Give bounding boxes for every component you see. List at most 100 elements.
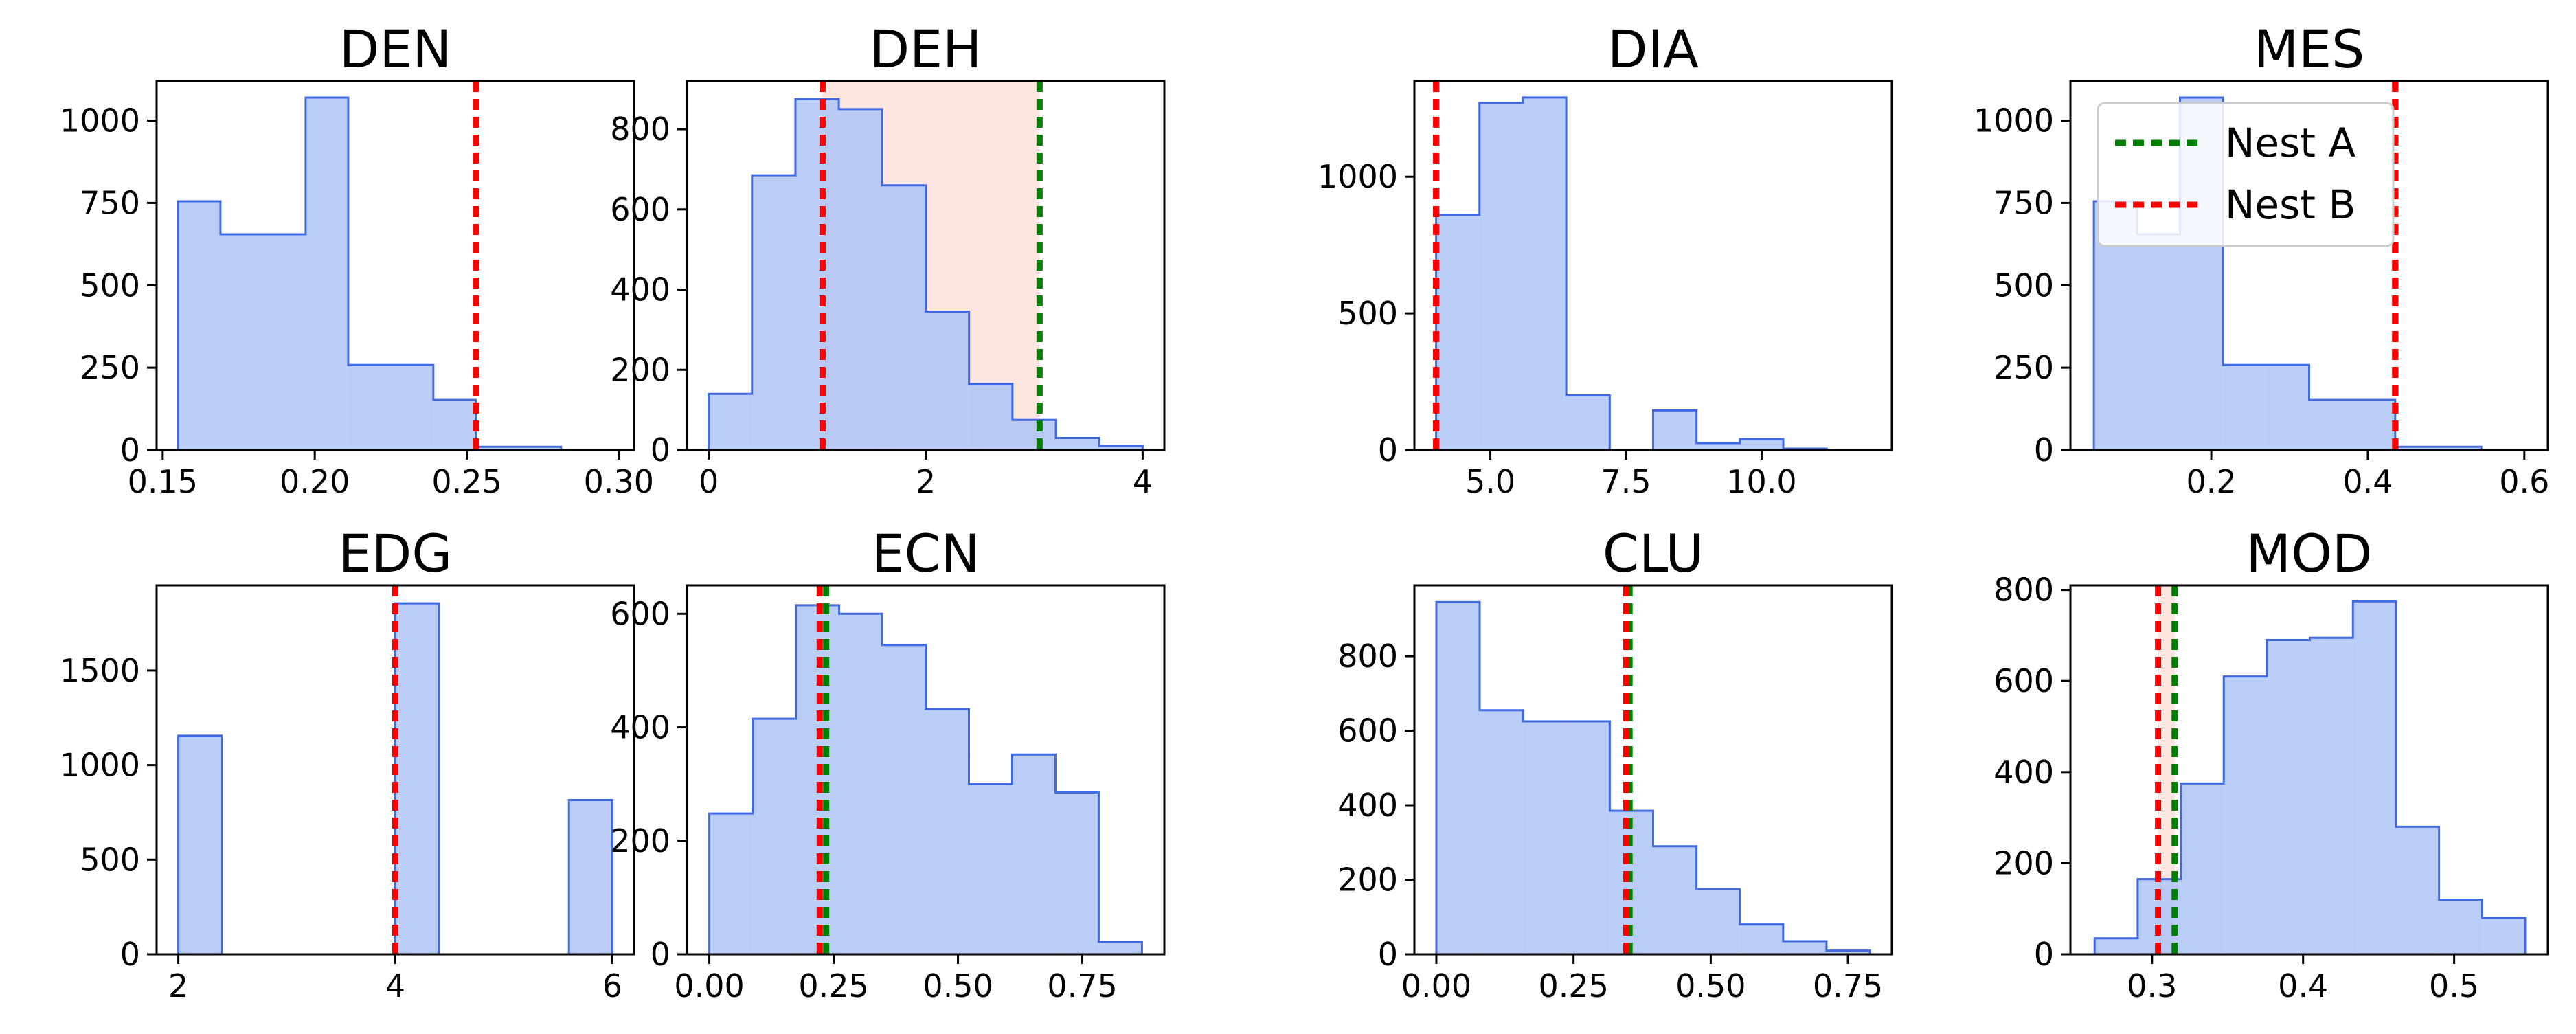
histogram-bar	[262, 234, 306, 450]
x-tick-label: 0.50	[923, 967, 993, 1004]
histogram-bar	[1696, 443, 1740, 450]
y-tick-label: 600	[610, 595, 670, 632]
x-tick-label: 0.4	[2278, 967, 2328, 1004]
x-tick-label: 0.15	[128, 463, 198, 500]
y-tick-label: 200	[1993, 844, 2054, 881]
histogram-bar	[709, 813, 753, 954]
histogram-bar	[752, 175, 795, 451]
histogram-bar	[348, 365, 391, 450]
histogram-bar	[1479, 102, 1523, 451]
histogram-bar	[2266, 640, 2310, 954]
histogram-bar	[1739, 924, 1783, 954]
histogram-bar	[2094, 938, 2138, 954]
histogram-bar	[1826, 950, 1871, 954]
x-tick-label: 0.2	[2187, 463, 2237, 500]
histogram-bar	[1056, 438, 1100, 450]
x-tick-label: 2	[168, 967, 188, 1004]
x-tick-label: 0	[699, 463, 719, 500]
x-tick-label: 0.75	[1813, 967, 1883, 1004]
histogram-bar	[839, 614, 883, 954]
y-tick-label: 800	[1337, 638, 1398, 675]
histogram-bar	[925, 709, 969, 954]
histogram-bar	[2395, 447, 2439, 450]
histogram-bar	[1098, 941, 1142, 954]
histogram-bar	[925, 311, 969, 450]
x-tick-label: 4	[385, 967, 405, 1004]
y-tick-label: 500	[1337, 295, 1398, 332]
histogram-bar	[2180, 783, 2224, 954]
panel-title: CLU	[1603, 523, 1704, 584]
y-tick-label: 1000	[60, 102, 140, 139]
histogram-bar	[882, 644, 926, 954]
y-tick-label: 1000	[1318, 158, 1398, 195]
histogram-bar	[2136, 234, 2180, 450]
panel-deh: 0 2 4 0 200 400 600 800 DEH	[610, 19, 1166, 500]
histogram-bar	[1566, 395, 1610, 450]
panel-title: ECN	[872, 523, 980, 584]
histogram-bar	[882, 185, 926, 450]
y-tick-label: 750	[1993, 184, 2054, 221]
y-tick-label: 0	[2034, 431, 2054, 469]
axes-frame	[2069, 80, 2549, 451]
y-tick-label: 0	[651, 936, 670, 973]
y-tick-label: 0	[1378, 431, 1398, 469]
x-tick-label: 0.50	[1675, 967, 1745, 1004]
axes-frame	[1413, 584, 1893, 956]
axes-frame	[1413, 80, 1893, 451]
panel-mes: 0.2 0.4 0.6 0 250 500 750 1000 MES Nest A Nest B	[1974, 19, 2549, 500]
x-tick-label: 0.25	[431, 463, 501, 500]
y-tick-label: 250	[1993, 349, 2054, 386]
x-tick-label: 0.3	[2127, 967, 2177, 1004]
histogram-bar	[1696, 889, 1740, 954]
x-tick-label: 0.5	[2429, 967, 2479, 1004]
y-tick-label: 400	[1993, 754, 2054, 791]
y-tick-label: 400	[610, 271, 670, 308]
y-tick-label: 200	[610, 822, 670, 859]
x-tick-label: 10.0	[1726, 463, 1796, 500]
histogram-bar	[1055, 792, 1099, 954]
x-tick-label: 7.5	[1601, 463, 1651, 500]
histogram-bar	[795, 99, 839, 451]
histogram-bar	[1012, 420, 1057, 450]
y-tick-label: 1500	[60, 652, 140, 689]
histogram-bar	[433, 400, 476, 450]
histogram-bar	[1436, 214, 1480, 450]
y-tick-label: 750	[80, 184, 140, 221]
histogram-bar	[2438, 447, 2482, 450]
y-tick-label: 250	[80, 349, 140, 386]
x-tick-label: 0.75	[1047, 967, 1117, 1004]
histogram-bar	[1480, 710, 1524, 954]
histogram-bar	[177, 201, 221, 450]
axes-frame	[686, 584, 1166, 956]
histogram-bar	[305, 97, 348, 451]
histogram-bar	[2224, 676, 2267, 954]
y-tick-label: 800	[1993, 572, 2054, 609]
histogram-bar	[1566, 721, 1610, 954]
histogram-bar	[1522, 97, 1567, 450]
y-tick-label: 0	[2034, 936, 2054, 973]
y-tick-label: 200	[610, 351, 670, 388]
histogram-bar	[2395, 827, 2439, 954]
histogram-bar	[2352, 400, 2395, 450]
y-tick-label: 200	[1337, 862, 1398, 899]
histogram-bar	[2353, 601, 2396, 954]
histogram-bar	[1099, 446, 1143, 450]
histogram-bar	[2266, 365, 2309, 450]
panel-clu: 0.00 0.25 0.50 0.75 0 200 400 600 800 CLU	[1337, 523, 1893, 1004]
y-tick-label: 600	[1337, 712, 1398, 750]
histogram-bar	[475, 447, 519, 450]
y-tick-label: 600	[610, 191, 670, 228]
y-tick-label: 500	[1993, 267, 2054, 304]
panel-den: 0.15 0.20 0.25 0.30 0 250 500 750 1000 DEN	[60, 19, 654, 500]
histogram-bar	[395, 603, 439, 954]
histogram-bar	[1523, 721, 1567, 954]
y-tick-label: 1000	[60, 747, 140, 784]
legend-label: Nest B	[2225, 181, 2355, 228]
histogram-step-outline	[177, 96, 604, 451]
histogram-bar	[2309, 638, 2353, 954]
histogram-step-outline	[1435, 600, 1871, 954]
x-tick-label: 0.25	[1538, 967, 1608, 1004]
histogram-bar	[390, 365, 433, 450]
x-tick-label: 6	[602, 967, 622, 1004]
